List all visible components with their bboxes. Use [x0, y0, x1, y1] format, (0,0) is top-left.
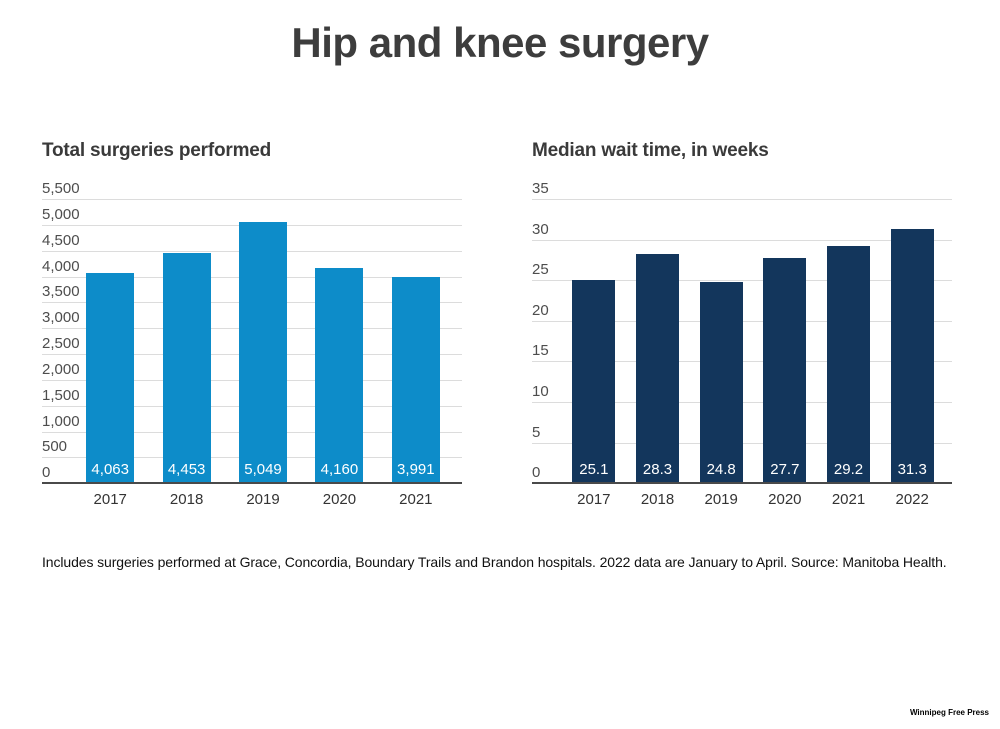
x-axis: 2017 2018 2019 2020 2021 2022: [532, 491, 952, 508]
y-tick-label: 25: [532, 261, 549, 279]
x-axis-label: 2019: [246, 491, 280, 509]
bar-slot: 5,049: [225, 199, 301, 484]
y-tick-label: 4,000: [42, 257, 80, 275]
y-tick-label: 30: [532, 220, 549, 238]
y-tick-label: 3,000: [42, 309, 80, 327]
y-tick-label: 1,000: [42, 412, 80, 430]
bar-value-label: 28.3: [642, 461, 673, 479]
bar-2018: 4,453: [162, 253, 211, 484]
bar-slot: 24.8: [689, 199, 753, 484]
y-tick-label: 3,500: [42, 283, 80, 301]
y-tick-label: 0: [42, 464, 51, 482]
bar-slot: 4,453: [148, 199, 224, 484]
bar-2020: 27.7: [763, 258, 807, 484]
bar-value-label: 3,991: [397, 461, 435, 479]
x-axis-label: 2019: [704, 491, 738, 509]
bar-slot: 29.2: [817, 199, 881, 484]
y-tick-label: 15: [532, 342, 549, 360]
x-axis-label: 2017: [577, 491, 611, 509]
x-axis-label: 2017: [93, 491, 127, 509]
gridline: [532, 199, 952, 201]
y-tick-label: 5,500: [42, 180, 80, 198]
plot-area: 0 5 10 15 20 25 30 35 25.1 28.3 24.8 27.7 29.2 31.3: [532, 181, 952, 485]
x-axis-label: 2021: [831, 491, 866, 509]
x-axis-line: [42, 482, 462, 485]
bar-slot: 28.3: [626, 199, 690, 484]
y-tick-label: 4,500: [42, 231, 80, 249]
bar-value-label: 4,063: [91, 461, 129, 479]
x-axis-label: 2020: [768, 491, 802, 509]
bar-2018: 28.3: [636, 253, 679, 484]
bar-slot: 25.1: [562, 199, 626, 484]
y-tick-label: 10: [532, 383, 549, 401]
chart-title: Median wait time, in weeks: [532, 140, 769, 162]
gridline: [532, 280, 952, 282]
y-tick-label: 500: [42, 438, 68, 456]
bar-value-label: 5,049: [244, 461, 282, 479]
bar-value-label: 27.7: [770, 461, 800, 479]
bars-group: 4,063 4,453 5,049 4,160 3,991: [42, 199, 462, 484]
gridline: [532, 239, 952, 241]
charts-row: Total surgeries performed 0 500 1,000 1,500…: [42, 140, 958, 508]
y-tick-label: 2,000: [42, 360, 80, 378]
bar-2019: 5,049: [239, 222, 288, 484]
y-tick-label: 2,500: [42, 335, 80, 353]
y-tick-label: 5,000: [42, 206, 80, 223]
x-axis-label: 2018: [169, 491, 204, 509]
bar-value-label: 24.8: [706, 461, 736, 479]
y-tick-label: 5: [532, 423, 541, 441]
bar-2021: 29.2: [827, 246, 871, 484]
bar-2021: 3,991: [391, 277, 440, 484]
bar-slot: 4,063: [72, 199, 148, 484]
bar-value-label: 25.1: [579, 461, 609, 479]
x-axis-label: 2020: [322, 491, 357, 509]
source-footnote: Includes surgeries performed at Grace, C…: [42, 554, 947, 571]
chart-median-wait-time: Median wait time, in weeks 0 5 10 15 20 25 30 3…: [532, 140, 952, 508]
page-title: Hip and knee surgery: [291, 19, 709, 66]
x-axis-line: [532, 482, 952, 485]
x-axis-label: 2021: [399, 491, 433, 509]
bar-slot: 31.3: [880, 199, 944, 484]
plot-area: 0 500 1,000 1,500 2,000 2,500 3,000 3,500 4,000 4…: [42, 181, 462, 485]
bar-2022: 31.3: [890, 229, 934, 484]
bar-value-label: 4,453: [167, 461, 206, 479]
bar-slot: 3,991: [378, 199, 454, 484]
bar-2017: 4,063: [86, 273, 135, 484]
y-tick-label: 0: [532, 464, 541, 482]
bar-value-label: 4,160: [320, 461, 359, 479]
bars-group: 25.1 28.3 24.8 27.7 29.2 31.3: [532, 199, 952, 484]
bar-slot: 4,160: [301, 199, 377, 484]
y-tick-label: 35: [532, 180, 549, 198]
bar-slot: 27.7: [753, 199, 817, 484]
bar-2019: 24.8: [699, 281, 743, 484]
gridline: [42, 199, 462, 201]
x-axis-label: 2022: [895, 491, 929, 509]
x-axis-label: 2018: [640, 491, 675, 509]
x-axis: 2017 2018 2019 2020 2021: [42, 491, 462, 508]
chart-title: Total surgeries performed: [42, 140, 272, 162]
infographic: Hip and knee surgery Total surgeries per…: [0, 19, 1000, 729]
publisher-credit: Winnipeg Free Press: [909, 708, 989, 717]
bar-2020: 4,160: [315, 268, 364, 484]
y-tick-label: 1,500: [42, 386, 80, 404]
bar-value-label: 29.2: [833, 461, 864, 479]
bar-value-label: 31.3: [897, 461, 927, 479]
y-tick-label: 20: [532, 301, 549, 319]
chart-total-surgeries: Total surgeries performed 0 500 1,000 1,500…: [42, 140, 462, 508]
bar-2017: 25.1: [572, 279, 616, 484]
